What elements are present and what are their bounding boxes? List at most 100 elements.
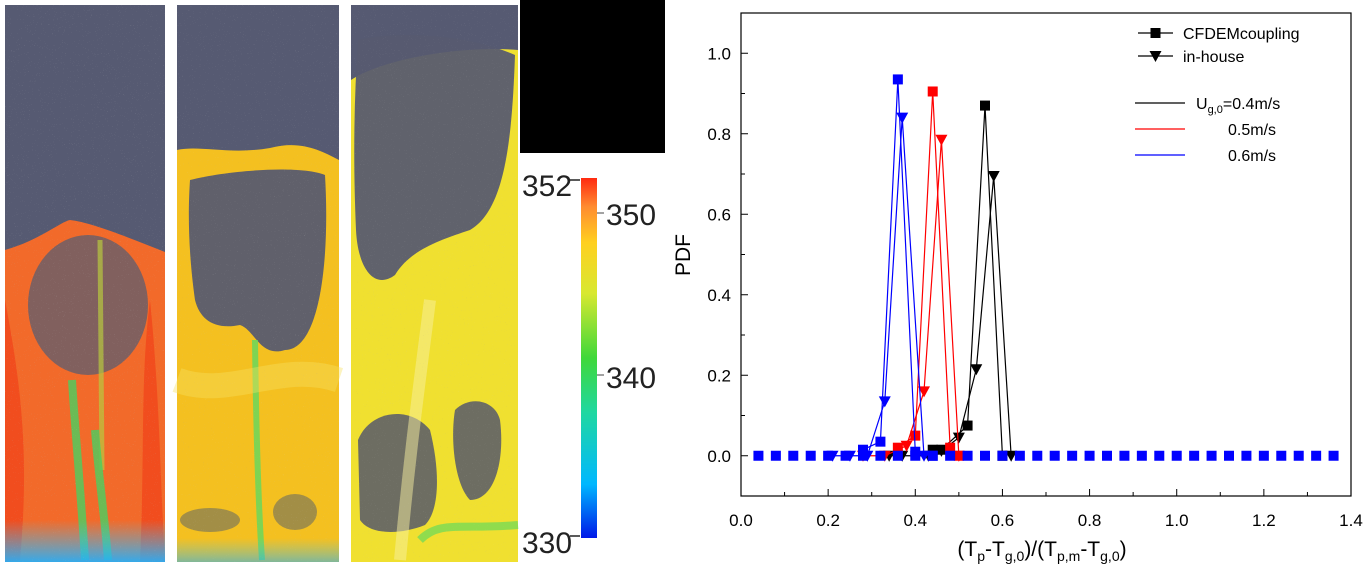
marker-triangle-down <box>900 440 913 452</box>
colorbar-gradient <box>581 178 597 538</box>
marker-square <box>1171 450 1182 461</box>
marker-square <box>927 450 938 461</box>
y-tick-label: 1.0 <box>707 44 731 63</box>
marker-square <box>1154 450 1165 461</box>
marker-square <box>770 450 781 461</box>
marker-square <box>892 74 903 85</box>
marker-square <box>962 420 973 431</box>
marker-square <box>945 442 956 453</box>
legend-color-label: Ug,0=0.4m/s <box>1196 96 1280 116</box>
marker-square <box>1084 450 1095 461</box>
x-tick-label: 0.4 <box>903 511 927 530</box>
data-series <box>883 171 1018 462</box>
marker-square <box>1049 450 1060 461</box>
marker-triangle-down <box>952 432 965 444</box>
baseline-series <box>753 450 1339 461</box>
snapshots-svg: 352 330 350 340 <box>5 0 665 562</box>
marker-square <box>892 450 903 461</box>
marker-square <box>927 444 938 455</box>
marker-square <box>1224 450 1234 461</box>
marker-square <box>1150 28 1161 38</box>
x-tick-label: 0.0 <box>729 511 753 530</box>
x-axis-label: (Tp-Tg,0)/(Tp,m-Tg,0) <box>957 538 1126 564</box>
marker-triangle-down <box>896 112 909 124</box>
x-tick-label: 1.0 <box>1165 511 1189 530</box>
marker-square <box>1206 450 1217 461</box>
colorbar-max-label: 352 <box>522 170 572 203</box>
marker-square <box>1293 450 1304 461</box>
marker-square <box>1119 450 1130 461</box>
chart-svg: 0.0 0.2 0.4 0.6 0.8 1.0 1.2 1.4 0.0 0.2 0.4 0.6 0.8 1… <box>672 12 1363 564</box>
marker-square <box>1258 450 1269 461</box>
marker-square <box>910 450 921 461</box>
plot-frame <box>740 12 1352 497</box>
data-series <box>858 74 938 461</box>
marker-triangle-down <box>987 171 1000 183</box>
marker-triangle-down <box>1005 450 1018 462</box>
series-line <box>832 117 925 457</box>
marker-triangle-down <box>918 450 930 462</box>
marker-triangle-down <box>970 364 983 376</box>
colorbar-tick-340: 340 <box>606 362 656 395</box>
x-tick-label: 1.4 <box>1339 511 1363 530</box>
chart-legend: CFDEMcoupling in-house Ug,0=0.4m/s 0.5m/s 0.… <box>1135 26 1299 165</box>
simulation-snapshots: 352 330 350 340 <box>0 0 665 569</box>
legend-label: in-house <box>1183 49 1244 66</box>
y-tick-label: 0.0 <box>707 447 731 466</box>
x-tick-label: 0.6 <box>991 511 1015 530</box>
y-tick-label: 0.2 <box>707 366 731 385</box>
colorbar: 352 330 350 340 <box>522 170 656 560</box>
marker-square <box>980 100 990 111</box>
y-tick-label: 0.6 <box>707 205 731 224</box>
marker-square <box>858 444 868 455</box>
marker-square <box>1328 450 1339 461</box>
colorbar-tick-350: 350 <box>606 199 656 232</box>
legend-color-label: 0.6m/s <box>1228 148 1276 165</box>
y-tick-label: 0.4 <box>707 286 731 305</box>
marker-square <box>875 450 886 461</box>
marker-triangle-down <box>935 134 948 146</box>
legend-label: CFDEMcoupling <box>1183 26 1299 43</box>
marker-square <box>1136 450 1147 461</box>
marker-square <box>1032 450 1043 461</box>
data-series <box>826 112 930 462</box>
chart-series <box>753 74 1339 462</box>
marker-square <box>1241 450 1252 461</box>
marker-square <box>927 86 938 97</box>
snapshot-panel-2 <box>172 5 344 562</box>
marker-square <box>997 450 1008 461</box>
x-tick-label: 1.2 <box>1252 511 1276 530</box>
x-tick-label: 0.2 <box>816 511 840 530</box>
marker-square <box>980 450 990 461</box>
pdf-chart: 0.0 0.2 0.4 0.6 0.8 1.0 1.2 1.4 0.0 0.2 0.4 0.6 0.8 1… <box>665 0 1370 569</box>
series-line <box>863 139 960 457</box>
marker-square <box>1189 450 1200 461</box>
data-series <box>927 100 1008 461</box>
marker-square <box>823 450 834 461</box>
x-tick-label: 0.8 <box>1078 511 1102 530</box>
marker-square <box>858 450 868 461</box>
marker-triangle-down <box>878 396 891 408</box>
marker-square <box>1276 450 1287 461</box>
marker-triangle-down <box>918 386 930 398</box>
chart-axes: 0.0 0.2 0.4 0.6 0.8 1.0 1.2 1.4 0.0 0.2 0.4 0.6 0.8 1… <box>707 12 1363 530</box>
legend-color-label: 0.5m/s <box>1228 122 1276 139</box>
y-tick-label: 0.8 <box>707 125 731 144</box>
black-block <box>520 0 665 153</box>
marker-square <box>875 436 886 447</box>
marker-square <box>945 450 956 461</box>
marker-square <box>805 450 816 461</box>
marker-triangle-down <box>935 445 948 457</box>
y-axis-label: PDF <box>672 234 695 276</box>
marker-square <box>910 430 921 441</box>
marker-square <box>840 450 851 461</box>
marker-square <box>962 450 973 461</box>
marker-square <box>1102 450 1112 461</box>
snapshot-panel-3 <box>351 5 519 562</box>
marker-square <box>1311 450 1322 461</box>
series-line <box>889 175 1012 457</box>
marker-triangle-down <box>1149 51 1162 62</box>
snapshot-panel-1 <box>5 5 165 562</box>
marker-square <box>788 450 799 461</box>
marker-square <box>892 442 903 453</box>
